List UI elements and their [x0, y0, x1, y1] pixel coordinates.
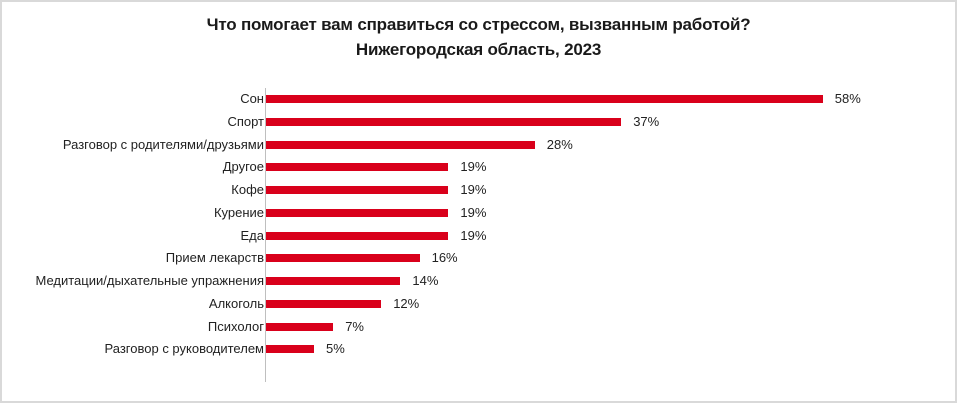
bar [266, 277, 401, 285]
value-label: 12% [393, 295, 420, 311]
value-label: 19% [460, 159, 487, 175]
category-label: Еда [240, 227, 265, 243]
bar-row: Сон 58% [0, 89, 957, 111]
value-label: 58% [834, 91, 861, 106]
category-label: Прием лекарств [165, 250, 264, 266]
bar-row: Медитации/дыхательные упражнения 14% [0, 271, 957, 293]
value-label: 7% [345, 318, 364, 334]
category-label: Сон [240, 91, 264, 106]
category-label: Алкоголь [208, 295, 264, 311]
bar-row: Разговор с родителями/друзьями 28% [0, 135, 957, 157]
y-axis-line [265, 88, 266, 382]
category-label: Разговор с руководителем [104, 341, 264, 357]
bar [266, 299, 382, 308]
bar [266, 95, 823, 103]
category-label: Медитации/дыхательные упражнения [35, 273, 264, 288]
bar-row: Курение 19% [0, 203, 957, 225]
category-label: Другое [222, 159, 264, 175]
chart-subtitle: Нижегородская область, 2023 [355, 40, 602, 59]
chart-title: Что помогает вам справиться со стрессом,… [206, 15, 751, 34]
value-label: 19% [460, 227, 487, 243]
value-label: 14% [412, 273, 439, 288]
value-label: 19% [460, 204, 487, 220]
bar [266, 117, 622, 126]
bar [266, 345, 314, 354]
bar [266, 163, 449, 172]
bar-row: Разговор с руководителем 5% [0, 339, 957, 361]
bar-row: Психолог 7% [0, 317, 957, 339]
category-label: Спорт [227, 113, 264, 129]
bar [266, 231, 449, 240]
bar-row: Другое 19% [0, 157, 957, 179]
bar [266, 254, 420, 263]
bar-row: Спорт 37% [0, 112, 957, 134]
value-label: 37% [633, 113, 660, 129]
category-label: Разговор с родителями/друзьями [62, 136, 264, 152]
value-label: 19% [460, 182, 487, 197]
category-label: Курение [213, 204, 264, 220]
value-label: 5% [326, 341, 345, 357]
bar [266, 322, 334, 331]
bar-row: Еда 19% [0, 226, 957, 248]
category-label: Психолог [207, 318, 264, 334]
bar [266, 140, 535, 149]
bar-row: Алкоголь 12% [0, 294, 957, 316]
bar-row: Прием лекарств 16% [0, 248, 957, 270]
bar [266, 208, 449, 217]
bar [266, 186, 449, 194]
value-label: 16% [431, 250, 458, 266]
category-label: Кофе [231, 182, 264, 197]
value-label: 28% [546, 136, 573, 152]
bar-row: Кофе 19% [0, 180, 957, 202]
